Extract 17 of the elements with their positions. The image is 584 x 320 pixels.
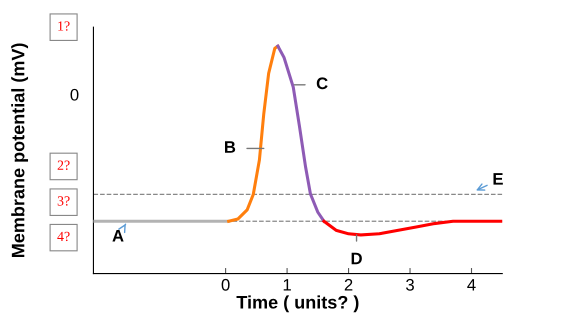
text: 0	[70, 88, 78, 101]
text: 1?	[58, 21, 70, 31]
text: 2?	[58, 160, 70, 170]
x-tick-label: 3	[406, 278, 414, 291]
annotation: E	[493, 173, 503, 185]
text: 4?	[57, 232, 70, 242]
x-axis-title: Time ( units? )	[236, 295, 358, 312]
annotation: C	[316, 77, 328, 90]
x-tick-label: 4	[467, 279, 476, 291]
text: 3?	[58, 196, 70, 206]
x-tick-label: 0	[222, 278, 230, 291]
y-axis-title: Membrane potential (mV)	[11, 43, 28, 258]
x-tick-label: 2	[344, 278, 352, 291]
annotation: D	[352, 252, 362, 264]
annotation: B	[225, 141, 236, 153]
x-tick-label: 1	[284, 279, 291, 291]
annotation: A	[112, 230, 124, 242]
